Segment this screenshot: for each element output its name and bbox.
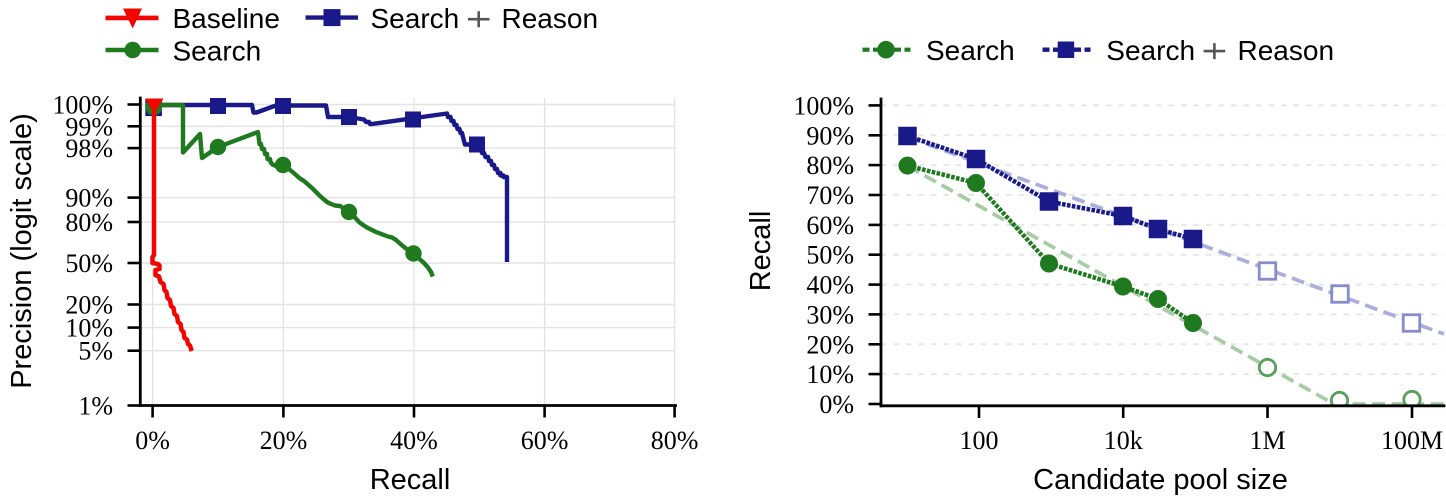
svg-text:90%: 90% (806, 121, 854, 150)
svg-text:Search: Search (173, 35, 262, 66)
svg-text:Search: Search (1106, 35, 1195, 66)
svg-text:100%: 100% (793, 91, 854, 120)
svg-text:1%: 1% (78, 392, 113, 421)
svg-text:50%: 50% (806, 241, 854, 270)
svg-text:20%: 20% (260, 426, 308, 455)
svg-text:80%: 80% (651, 426, 699, 455)
svg-text:Reason: Reason (502, 3, 599, 34)
svg-text:10k: 10k (1104, 426, 1143, 455)
svg-text:80%: 80% (806, 151, 854, 180)
svg-text:Search: Search (926, 35, 1015, 66)
svg-text:1M: 1M (1249, 426, 1285, 455)
svg-text:Precision (logit scale): Precision (logit scale) (6, 113, 38, 389)
svg-text:99%: 99% (65, 112, 113, 141)
svg-text:100M: 100M (1381, 426, 1443, 455)
svg-text:100%: 100% (52, 91, 113, 120)
svg-text:98%: 98% (65, 134, 113, 163)
svg-text:Reason: Reason (1238, 35, 1335, 66)
svg-text:80%: 80% (65, 208, 113, 237)
svg-text:30%: 30% (806, 300, 854, 329)
svg-text:50%: 50% (65, 249, 113, 278)
svg-text:40%: 40% (806, 271, 854, 300)
svg-text:5%: 5% (78, 337, 113, 366)
svg-text:10%: 10% (65, 314, 113, 343)
svg-text:Candidate pool size: Candidate pool size (1033, 464, 1288, 496)
svg-text:Search: Search (371, 3, 460, 34)
svg-text:20%: 20% (65, 291, 113, 320)
svg-text:60%: 60% (806, 211, 854, 240)
svg-text:40%: 40% (390, 426, 438, 455)
svg-text:10%: 10% (806, 360, 854, 389)
svg-text:100: 100 (960, 426, 999, 455)
svg-text:Recall: Recall (745, 211, 777, 292)
svg-text:Recall: Recall (370, 464, 451, 496)
svg-text:0%: 0% (135, 426, 170, 455)
svg-text:60%: 60% (521, 426, 569, 455)
svg-text:Baseline: Baseline (173, 3, 280, 34)
svg-text:0%: 0% (819, 390, 854, 419)
svg-text:90%: 90% (65, 184, 113, 213)
svg-text:20%: 20% (806, 330, 854, 359)
svg-text:70%: 70% (806, 181, 854, 210)
